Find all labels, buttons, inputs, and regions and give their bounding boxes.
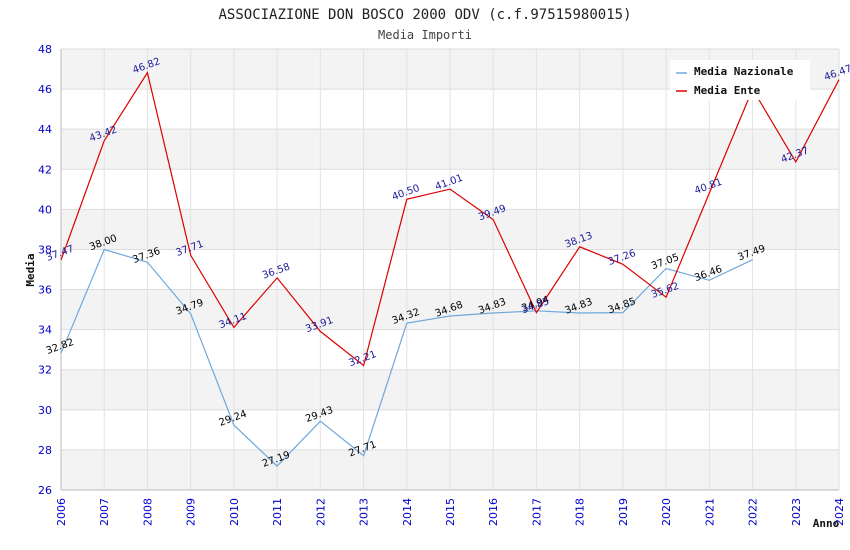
legend-label-media-nazionale: Media Nazionale [694, 65, 794, 78]
x-tick-label: 2008 [141, 498, 154, 526]
series-line-media-ente [60, 71, 840, 367]
y-tick-label: 40 [38, 203, 52, 216]
axes [60, 49, 840, 491]
x-tick-label: 2015 [444, 498, 457, 526]
x-tick-label: 2022 [747, 498, 760, 526]
y-tick-label: 46 [38, 83, 52, 96]
x-tick-label: 2006 [55, 498, 68, 526]
x-tick-label: 2009 [185, 498, 198, 526]
x-tick-label: 2023 [790, 498, 803, 526]
legend-box [670, 60, 810, 100]
x-tick-label: 2016 [487, 498, 500, 526]
legend-label-media-ente: Media Ente [694, 84, 761, 97]
x-tick-label: 2019 [617, 498, 630, 526]
x-axis-label: Anno [813, 517, 840, 530]
x-tick-label: 2018 [574, 498, 587, 526]
x-tick-label: 2011 [271, 498, 284, 526]
x-tick-label: 2012 [314, 498, 327, 526]
x-tick-label: 2017 [530, 498, 543, 526]
x-tick-labels: 2006 2007 2008 2009 2010 2011 2012 2013 2014 2015… [55, 498, 846, 526]
chart-subtitle: Media Importi [378, 28, 472, 42]
y-tick-label: 36 [38, 284, 52, 297]
y-tick-label: 44 [38, 123, 52, 136]
y-axis-label: Media [24, 253, 37, 286]
y-tick-label: 26 [38, 484, 52, 497]
legend: Media Nazionale Media Ente [670, 60, 810, 100]
x-tick-label: 2014 [401, 498, 414, 526]
x-tick-label: 2020 [660, 498, 673, 526]
series-lines [60, 71, 840, 467]
y-tick-label: 30 [38, 404, 52, 417]
chart-title: ASSOCIAZIONE DON BOSCO 2000 ODV (c.f.975… [218, 7, 631, 23]
y-tick-label: 38 [38, 243, 52, 256]
x-tick-label: 2007 [98, 498, 111, 526]
x-tick-label: 2021 [703, 498, 716, 526]
series-line-media-nazionale [60, 248, 753, 467]
y-tick-label: 48 [38, 43, 52, 56]
y-tick-label: 28 [38, 444, 52, 457]
x-tick-label: 2010 [228, 498, 241, 526]
y-tick-labels: 26 28 30 32 34 36 38 40 42 44 46 48 [38, 43, 52, 497]
x-tick-label: 2024 [833, 498, 846, 526]
y-tick-label: 42 [38, 163, 52, 176]
y-tick-label: 32 [38, 364, 52, 377]
x-tick-label: 2013 [358, 498, 371, 526]
y-tick-label: 34 [38, 324, 52, 337]
